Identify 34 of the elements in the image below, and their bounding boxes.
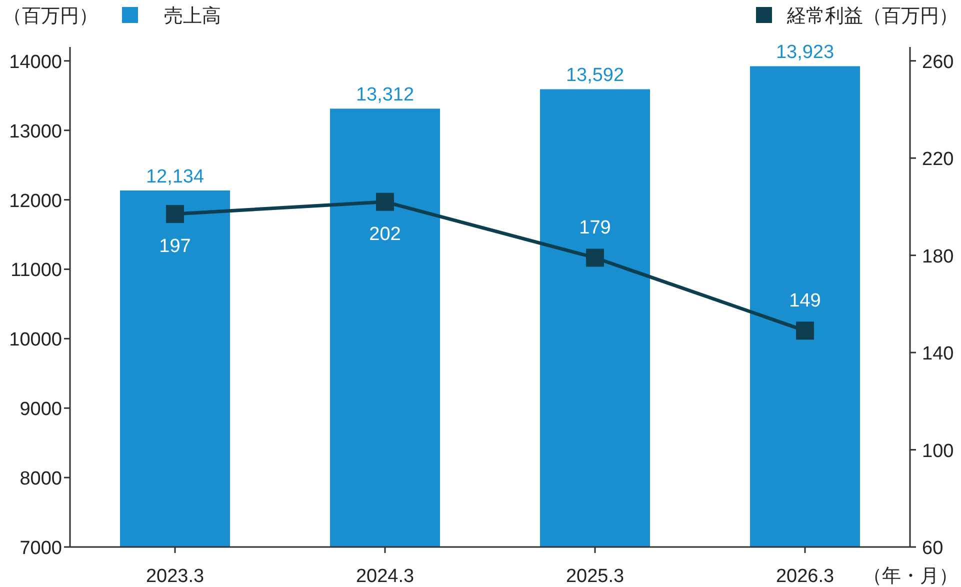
- legend-label: 売上高: [164, 5, 221, 27]
- x-tick-label: 2025.3: [566, 566, 624, 587]
- y2-tick-label: 220: [922, 149, 954, 170]
- data-label: 12,134: [146, 166, 204, 188]
- data-label: 197: [159, 236, 191, 257]
- point: [586, 248, 604, 267]
- y-tick-label: 8000: [20, 468, 62, 490]
- data-label: 149: [789, 290, 821, 312]
- y-tick-label: 10000: [9, 330, 62, 351]
- y2-tick-label: 180: [922, 246, 954, 268]
- point: [376, 192, 394, 211]
- y2-tick-label: 260: [922, 52, 954, 73]
- y2-tick-label: 100: [922, 440, 954, 462]
- y-axis-title: （百万円）: [3, 6, 98, 27]
- y-tick-label: 7000: [20, 538, 62, 559]
- x-axis-title: （年・月）: [863, 566, 958, 587]
- data-label: 13,312: [356, 84, 414, 106]
- y-tick-label: 14000: [9, 52, 62, 73]
- x-tick-label: 2024.3: [356, 566, 414, 587]
- x-tick-label: 2023.3: [146, 566, 204, 587]
- data-label: 13,592: [566, 65, 624, 86]
- point: [796, 322, 814, 340]
- legend-label: 経常利益（百万円）: [786, 6, 958, 27]
- y2-tick-label: 60: [922, 538, 944, 559]
- y-tick-label: 13000: [9, 121, 62, 142]
- y-tick-label: 11000: [10, 260, 62, 282]
- data-label: 179: [579, 218, 611, 239]
- x-tick-label: 2026.3: [776, 566, 834, 587]
- y-tick-label: 9000: [20, 399, 62, 420]
- y2-tick-label: 140: [922, 344, 954, 365]
- point: [166, 204, 184, 223]
- y-tick-label: 12000: [9, 190, 62, 212]
- data-label: 202: [369, 224, 401, 245]
- data-label: 13,923: [776, 42, 834, 64]
